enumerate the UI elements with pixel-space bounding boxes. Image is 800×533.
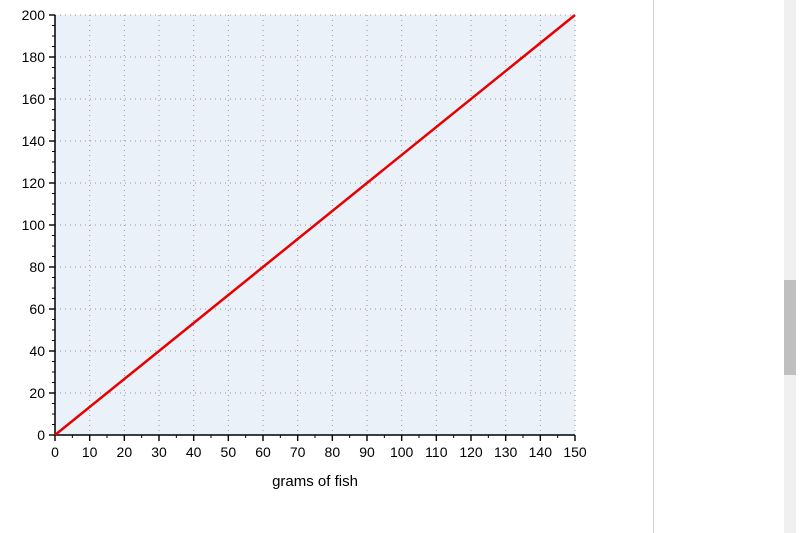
scrollbar-track[interactable]	[784, 0, 796, 533]
line-chart: 0 10 20 30 40 50 60 70 80 90 100 110 120 130 140 150 0 20…	[10, 5, 590, 505]
svg-text:80: 80	[29, 259, 45, 275]
vertical-divider	[653, 0, 654, 533]
svg-text:60: 60	[255, 444, 271, 460]
svg-text:100: 100	[390, 444, 414, 460]
svg-text:110: 110	[425, 444, 448, 460]
svg-text:10: 10	[82, 444, 98, 460]
svg-text:20: 20	[29, 385, 45, 401]
svg-text:30: 30	[151, 444, 167, 460]
svg-text:140: 140	[529, 444, 553, 460]
svg-text:120: 120	[22, 175, 46, 191]
svg-text:0: 0	[37, 427, 45, 443]
svg-text:100: 100	[22, 217, 46, 233]
svg-text:0: 0	[51, 444, 59, 460]
svg-text:60: 60	[29, 301, 45, 317]
svg-text:160: 160	[22, 91, 46, 107]
svg-text:40: 40	[186, 444, 202, 460]
chart-container: 0 10 20 30 40 50 60 70 80 90 100 110 120 130 140 150 0 20…	[10, 5, 590, 510]
svg-text:80: 80	[325, 444, 341, 460]
svg-text:90: 90	[359, 444, 375, 460]
svg-text:50: 50	[221, 444, 237, 460]
svg-text:20: 20	[117, 444, 133, 460]
x-axis-label: grams of fish	[55, 473, 575, 490]
svg-text:70: 70	[290, 444, 306, 460]
svg-text:40: 40	[29, 343, 45, 359]
svg-text:130: 130	[494, 444, 518, 460]
svg-text:120: 120	[459, 444, 483, 460]
scrollbar-thumb[interactable]	[784, 280, 796, 375]
svg-text:200: 200	[22, 7, 46, 23]
svg-text:140: 140	[22, 133, 46, 149]
svg-text:150: 150	[563, 444, 587, 460]
svg-text:180: 180	[22, 49, 46, 65]
